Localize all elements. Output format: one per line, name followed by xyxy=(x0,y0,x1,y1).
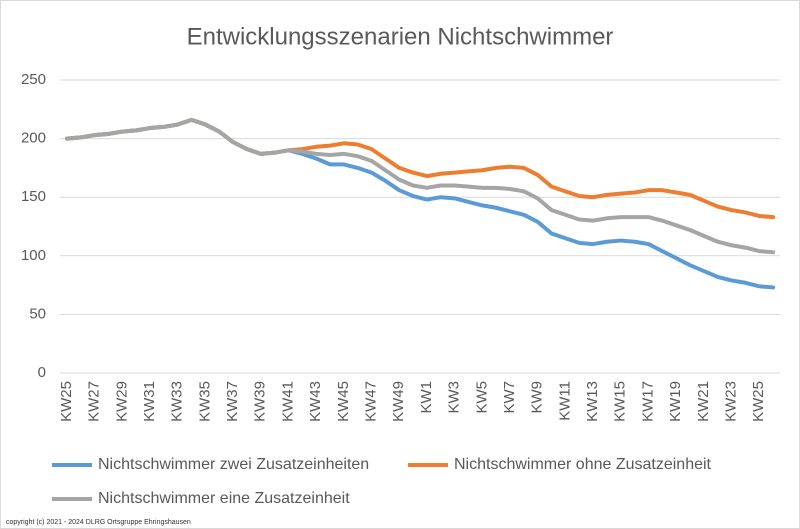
x-tick-label: KW13 xyxy=(584,381,601,422)
x-tick-label: KW45 xyxy=(335,381,352,422)
x-tick-label: KW43 xyxy=(307,381,324,422)
x-tick-label: KW7 xyxy=(501,381,518,414)
y-tick-label: 50 xyxy=(29,305,46,322)
y-tick-label: 150 xyxy=(21,188,46,205)
legend-label: Nichtschwimmer zwei Zusatzeinheiten xyxy=(98,456,369,473)
x-tick-label: KW29 xyxy=(113,381,130,422)
x-tick-label: KW5 xyxy=(473,381,490,414)
x-tick-label: KW21 xyxy=(695,381,712,422)
x-tick-label: KW49 xyxy=(390,381,407,422)
legend-label: Nichtschwimmer ohne Zusatzeinheit xyxy=(454,456,712,473)
y-tick-label: 200 xyxy=(21,130,46,147)
x-tick-label: KW37 xyxy=(224,381,241,422)
x-tick-label: KW27 xyxy=(86,381,103,422)
x-tick-label: KW39 xyxy=(252,381,269,422)
x-tick-label: KW25 xyxy=(58,381,75,422)
series-line xyxy=(64,117,776,255)
x-tick-label: KW23 xyxy=(723,381,740,422)
y-tick-label: 0 xyxy=(38,364,46,381)
x-tick-label: KW9 xyxy=(529,381,546,414)
x-tick-label: KW31 xyxy=(141,381,158,422)
legend-label: Nichtschwimmer eine Zusatzeinheit xyxy=(98,490,350,507)
x-tick-label: KW35 xyxy=(196,381,213,422)
x-tick-label: KW3 xyxy=(446,381,463,414)
x-tick-label: KW41 xyxy=(279,381,296,422)
chart-title: Entwicklungsszenarien Nichtschwimmer xyxy=(187,23,614,50)
x-tick-label: KW33 xyxy=(169,381,186,422)
footer: copyright (c) 2021 - 2024 DLRG Ortsgrupp… xyxy=(6,519,191,526)
x-tick-label: KW15 xyxy=(612,381,629,422)
x-tick-label: KW25 xyxy=(750,381,767,422)
x-tick-label: KW17 xyxy=(639,381,656,422)
x-tick-label: KW47 xyxy=(363,381,380,422)
x-tick-label: KW19 xyxy=(667,381,684,422)
x-tick-label: KW11 xyxy=(556,381,573,421)
y-tick-label: 100 xyxy=(21,247,46,264)
y-tick-label: 250 xyxy=(21,71,46,88)
x-tick-label: KW1 xyxy=(418,381,435,414)
